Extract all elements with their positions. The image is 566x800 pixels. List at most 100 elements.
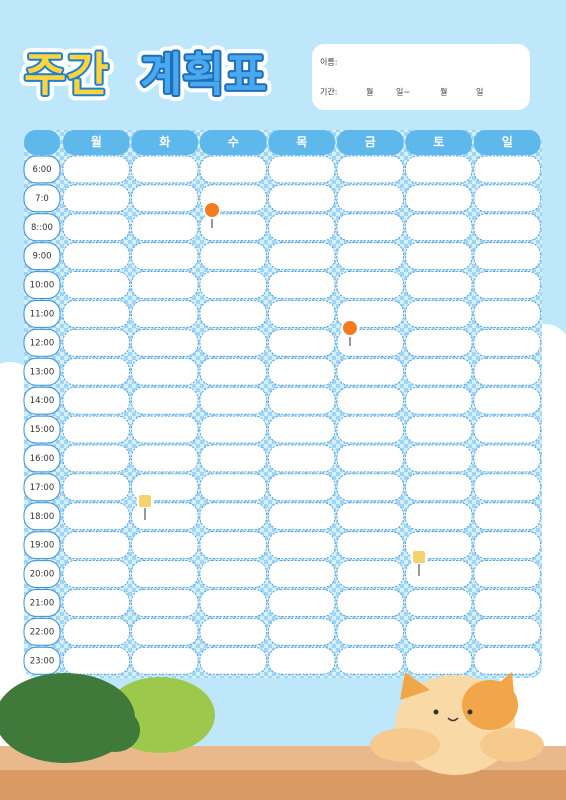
day-label: 목	[296, 135, 307, 149]
day-label: 화	[159, 134, 170, 149]
plan-cell	[473, 646, 541, 675]
plan-cell	[62, 502, 130, 531]
plan-cell	[199, 300, 267, 328]
time-cell	[23, 357, 61, 386]
plan-cell	[62, 300, 130, 328]
plan-cell	[405, 386, 473, 415]
plan-cell	[473, 155, 541, 184]
plan-cell	[405, 502, 473, 531]
plan-cell	[473, 328, 541, 357]
time-cell	[23, 560, 61, 588]
plan-cell	[336, 242, 404, 270]
plan-cell	[131, 242, 199, 270]
plan-cell	[336, 531, 404, 560]
plan-cell	[268, 271, 336, 299]
plan-cell	[268, 415, 336, 444]
plan-cell	[131, 589, 199, 617]
planner-table: 월 화 수 목 금 토 일6:007:08::009:0010:0011:0012:0013…	[23, 130, 541, 675]
plan-cell	[62, 357, 130, 386]
time-label: 18:00	[30, 512, 55, 522]
time-cell	[23, 242, 61, 271]
plan-cell	[199, 618, 267, 646]
title-shadow: 주간	[24, 48, 109, 102]
time-label: 20:00	[30, 570, 55, 580]
plan-cell	[405, 589, 473, 617]
day-header	[200, 130, 267, 155]
plan-cell	[199, 531, 267, 560]
day-label: 금	[365, 135, 376, 149]
plan-cell	[405, 184, 473, 213]
day-label: 월	[91, 134, 102, 149]
plan-cell	[405, 357, 473, 386]
plan-cell	[268, 300, 336, 328]
plan-cell	[473, 386, 541, 415]
plan-cell	[62, 589, 130, 617]
plan-cell	[131, 502, 199, 531]
plan-cell	[199, 502, 267, 531]
cat	[370, 672, 544, 775]
time-label: 16:00	[30, 454, 55, 464]
period-part: 월	[440, 87, 447, 97]
plan-cell	[336, 473, 404, 502]
plan-cell	[268, 155, 336, 184]
day-label: 토	[433, 135, 444, 149]
plan-cell	[473, 271, 541, 299]
time-cell	[23, 502, 61, 531]
plan-cell	[405, 646, 473, 675]
plan-cell	[62, 560, 130, 588]
plan-cell	[268, 502, 336, 531]
plan-cell	[268, 589, 336, 617]
plan-cell	[268, 473, 336, 502]
plan-cell	[62, 444, 130, 473]
time-label: 22:00	[30, 627, 55, 637]
plan-cell	[336, 386, 404, 415]
plan-cell	[473, 589, 541, 617]
plan-cell	[336, 415, 404, 444]
period-part: 일	[476, 88, 483, 97]
bushes	[0, 673, 215, 763]
day-header	[337, 130, 404, 155]
plan-cell	[473, 618, 541, 646]
plan-cell	[473, 357, 541, 386]
plan-cell	[62, 184, 130, 213]
plan-cell	[336, 184, 404, 213]
plan-cell	[405, 328, 473, 357]
plan-cell	[336, 618, 404, 646]
time-cell	[23, 531, 61, 560]
plan-cell	[199, 213, 267, 242]
time-cell	[23, 155, 61, 184]
plan-cell	[131, 155, 199, 184]
plan-cell	[199, 473, 267, 502]
plan-cell	[405, 473, 473, 502]
time-cell	[23, 444, 61, 473]
plan-cell	[268, 357, 336, 386]
time-label: 23:00	[30, 656, 55, 666]
pins	[137, 201, 427, 576]
plan-cell	[199, 589, 267, 617]
plan-cell	[336, 589, 404, 617]
plan-cell	[62, 473, 130, 502]
plan-cell	[473, 242, 541, 270]
plan-cell	[405, 560, 473, 588]
plan-cell	[131, 444, 199, 473]
plan-cell	[405, 618, 473, 646]
plan-cell	[199, 444, 267, 473]
plan-cell	[62, 242, 130, 270]
plan-cell	[405, 155, 473, 184]
plan-cell	[131, 300, 199, 328]
time-label: 15:00	[30, 425, 55, 435]
plan-cell	[199, 357, 267, 386]
plan-cell	[131, 560, 199, 588]
plan-cell	[62, 213, 130, 242]
time-label: 7:0	[35, 194, 49, 204]
plan-cell	[405, 271, 473, 299]
title-part: 주간	[24, 48, 109, 102]
plan-cell	[199, 271, 267, 299]
plan-cell	[473, 300, 541, 328]
info-box	[312, 44, 530, 110]
plan-cell	[199, 415, 267, 444]
plan-cell	[268, 184, 336, 213]
plan-cell	[199, 560, 267, 588]
plan-cell	[131, 328, 199, 357]
period-part: 월	[366, 87, 373, 97]
